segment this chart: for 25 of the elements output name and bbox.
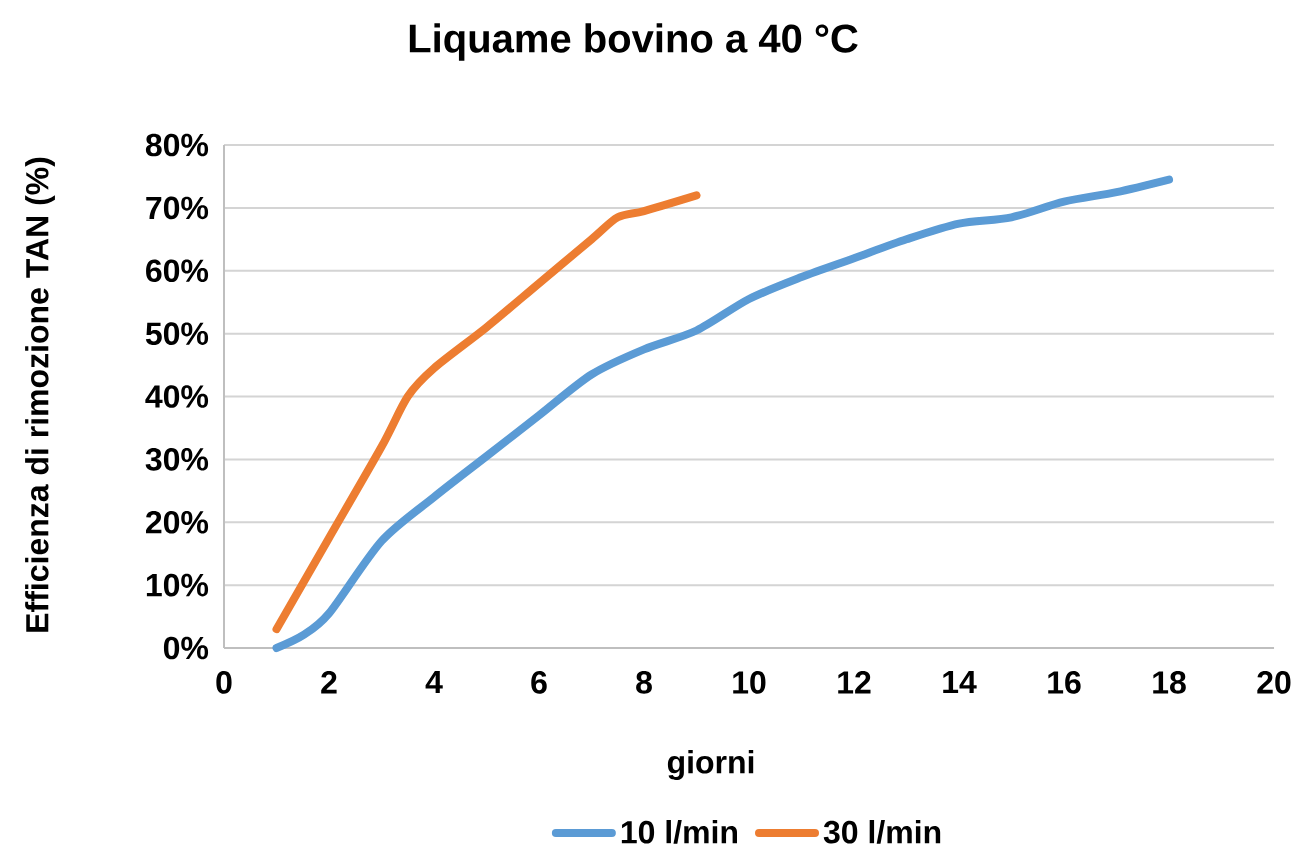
legend-label: 10 l/min <box>621 820 737 844</box>
y-tick-label: 80% <box>145 133 209 157</box>
x-tick-label: 6 <box>531 671 547 694</box>
y-tick-label: 20% <box>145 510 209 534</box>
chart-title: Liquame bovino a 40 °C <box>409 23 858 61</box>
x-axis-title: giorni <box>667 750 754 780</box>
x-tick-label: 2 <box>321 671 337 694</box>
y-axis-title: Efficienza di rimozione TAN (%) <box>25 157 55 632</box>
x-tick-label: 14 <box>943 671 977 694</box>
x-tick-label: 10 <box>733 671 766 694</box>
x-tick-label: 12 <box>838 671 871 694</box>
y-tick-label: 60% <box>146 259 209 283</box>
x-tick-label: 20 <box>1257 671 1291 694</box>
y-tick-label: 30% <box>145 448 209 471</box>
x-tick-label: 18 <box>1153 671 1186 694</box>
y-tick-label: 10% <box>146 573 209 597</box>
x-tick-label: 4 <box>425 671 443 694</box>
y-tick-label: 70% <box>146 196 209 220</box>
y-tick-label: 50% <box>145 322 209 345</box>
x-tick-label: 8 <box>636 671 652 694</box>
y-tick-label: 40% <box>145 385 209 408</box>
x-tick-label: 0 <box>216 671 232 694</box>
y-tick-label: 0% <box>163 636 209 660</box>
legend-label: 30 l/min <box>823 820 941 844</box>
x-tick-label: 16 <box>1048 671 1081 694</box>
